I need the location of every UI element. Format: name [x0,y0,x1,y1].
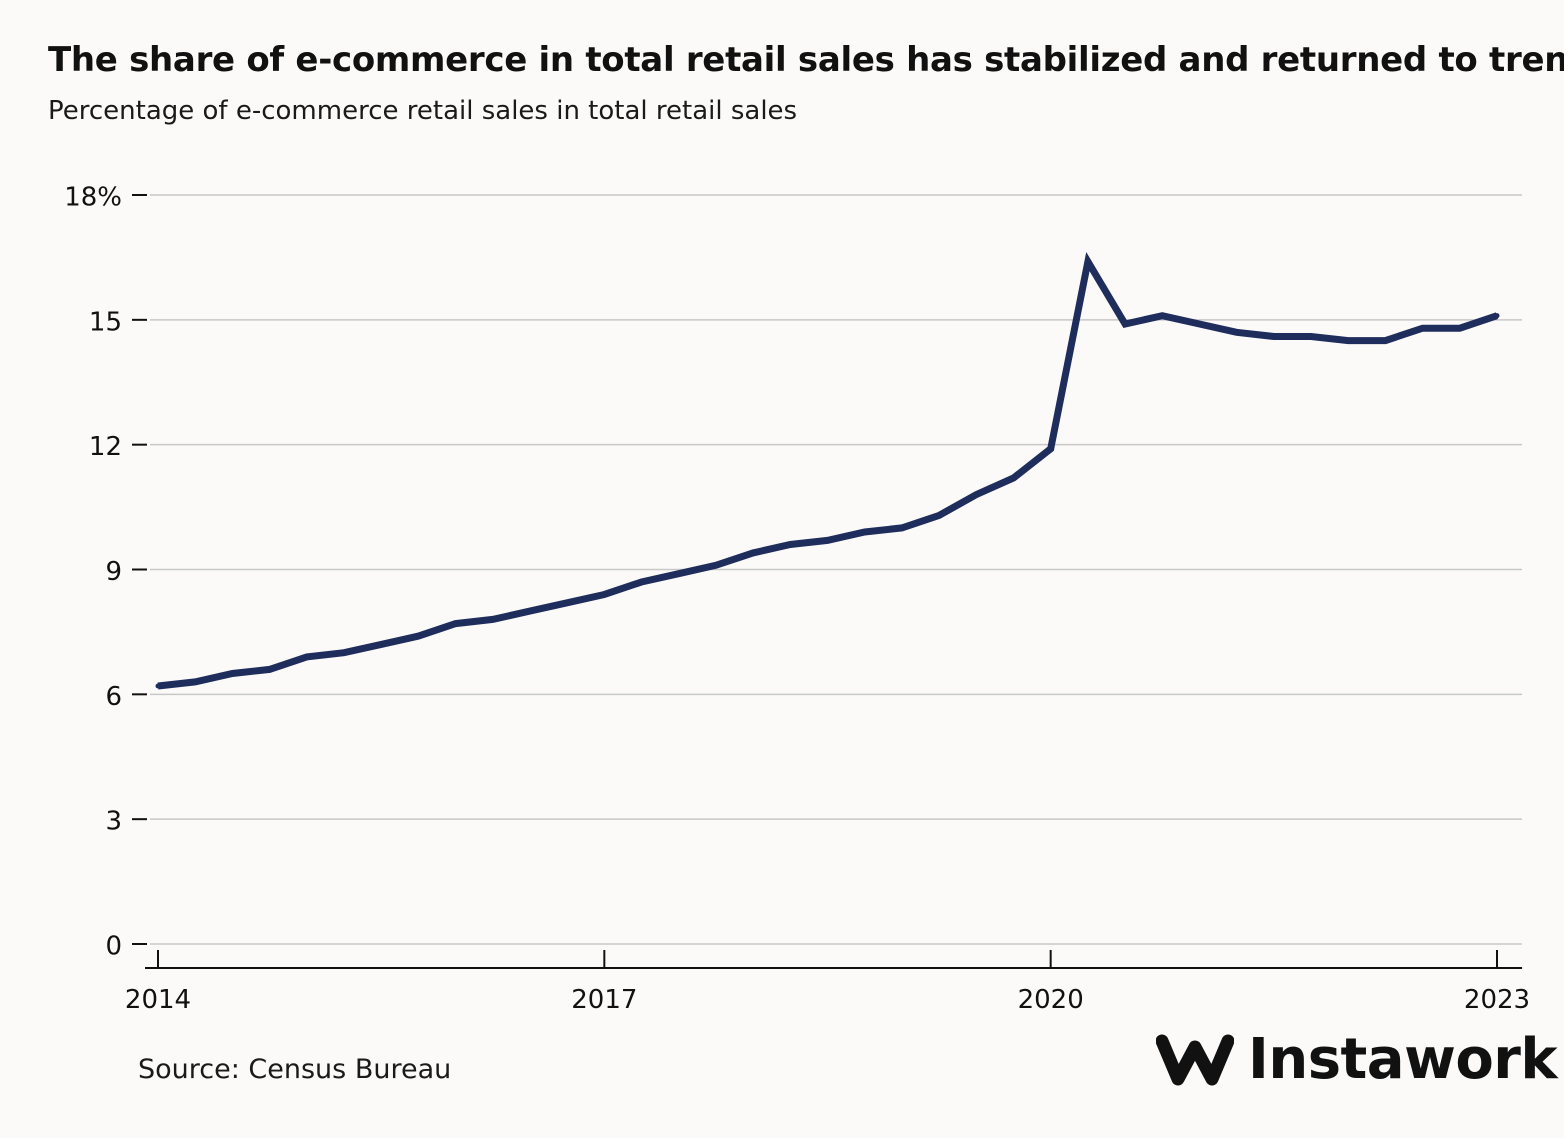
y-tick-label: 15 [89,307,122,337]
data-point [1159,313,1165,319]
data-point [192,679,198,685]
data-point [1048,446,1054,452]
series-line [157,251,1499,690]
y-tick-label: 18% [64,183,122,213]
data-point [1345,338,1351,344]
data-point [713,562,719,568]
data-point [1382,338,1388,344]
data-point [862,529,868,535]
data-point [341,650,347,656]
data-point [936,512,942,518]
data-point [378,641,384,647]
y-tick-label: 6 [105,682,122,712]
data-point [1122,321,1128,327]
x-tick-label: 2014 [125,985,191,1015]
data-point [787,542,793,548]
data-point [639,579,645,585]
data-point [750,550,756,556]
source-note: Source: Census Bureau [138,1054,452,1085]
data-point [1271,333,1277,339]
data-point [155,683,161,689]
brand-logo: Instawork [1156,1027,1558,1092]
instawork-logo-icon [1156,1034,1234,1086]
x-tick-label: 2020 [1018,985,1084,1015]
data-point [527,608,533,614]
data-point [899,525,905,531]
data-point [267,666,273,672]
grid-lines [150,194,1522,945]
data-point [973,492,979,498]
x-axis: 2014 2017 2020 2023 [125,950,1530,1015]
data-point [304,654,310,660]
y-tick-label: 0 [105,932,122,962]
data-point [825,537,830,543]
x-tick-label: 2017 [571,985,637,1015]
data-point [1494,313,1500,319]
data-point [415,633,421,639]
data-point [490,616,496,622]
series-layer [155,251,1500,690]
chart-subtitle: Percentage of e-commerce retail sales in… [48,96,798,126]
data-point [1420,325,1426,331]
data-point [1308,333,1314,339]
data-point [676,571,682,577]
data-point [1457,325,1463,331]
y-axis: 0 3 6 9 12 15 18% [64,183,147,962]
chart-title: The share of e-commerce in total retail … [48,40,1564,80]
data-point [1010,475,1016,481]
data-point [601,591,607,597]
brand-name: Instawork [1248,1027,1558,1092]
data-point [453,621,459,627]
y-tick-label: 12 [89,432,122,462]
x-tick-label: 2023 [1464,985,1530,1015]
data-point [229,671,235,677]
data-point [564,600,570,606]
data-point [1196,321,1202,327]
y-tick-label: 9 [105,557,122,587]
data-point [1234,329,1240,335]
data-point [1085,259,1091,265]
y-tick-label: 3 [105,807,122,837]
